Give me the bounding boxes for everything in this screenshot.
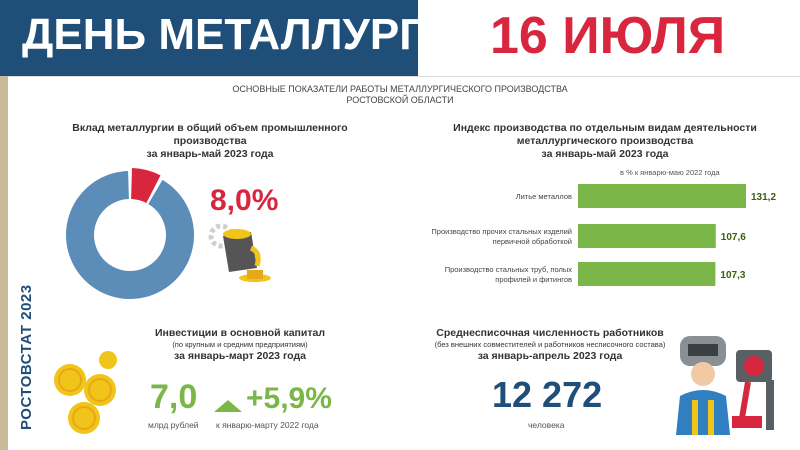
invest-growth: +5,9%: [246, 382, 332, 415]
share-title-line-1: Вклад металлургии в общий объем промышле…: [72, 122, 348, 147]
bar-label-0-0: Литье металлов: [516, 192, 572, 201]
invest-value-caption: млрд рублей: [148, 420, 199, 430]
bar-label-1-0: Производство прочих стальных изделий: [431, 227, 572, 236]
donut-slice-metallurgy: [131, 168, 161, 203]
index-bar-chart: 131,2 Литье металлов 107,6 Производство про…: [431, 184, 776, 286]
workers-block-title: Среднесписочная численность работников (…: [420, 327, 680, 363]
page-title: ДЕНЬ МЕТАЛЛУРГА: [22, 10, 454, 59]
bar-label-2-1: профилей и фитингов: [495, 275, 572, 284]
workers-value: 12 272: [492, 374, 603, 415]
share-title-line-2: за январь-май 2023 года: [146, 148, 274, 160]
index-block-title: Индекс производства по отдельным видам д…: [440, 122, 770, 161]
header-band: [0, 0, 418, 76]
workers-title: Среднесписочная численность работников: [436, 327, 664, 339]
side-label: РОСТОВСТАТ 2023: [18, 284, 35, 430]
left-stripe: [0, 76, 8, 450]
bar-value-1: 107,6: [721, 232, 746, 243]
invest-block-title: Инвестиции в основной капитал (по крупны…: [100, 327, 380, 363]
bar-value-2: 107,3: [720, 270, 745, 281]
invest-note: (по крупным и средним предприятиям): [172, 340, 308, 349]
workers-note: (без внешних совместителей и работников …: [434, 340, 666, 349]
index-title-line-2: металлургического производства: [516, 135, 694, 147]
invest-value: 7,0: [150, 378, 198, 416]
header-divider: [8, 76, 800, 77]
share-donut-chart: [66, 168, 194, 299]
share-value: 8,0%: [210, 184, 279, 217]
coins-icon: [54, 351, 117, 434]
index-title-line-3: за январь-май 2023 года: [541, 148, 669, 160]
bar-1: [578, 224, 716, 248]
index-unit-note: в % к январю-маю 2022 года: [620, 168, 720, 177]
invest-title: Инвестиции в основной капитал: [155, 327, 325, 339]
event-date: 16 ИЮЛЯ: [490, 7, 726, 65]
bar-0: [578, 184, 746, 208]
bar-label-1-1: первичной обработкой: [493, 237, 572, 246]
steelworker-icon: [676, 336, 774, 435]
invest-growth-caption: к январю-марту 2022 года: [216, 420, 319, 430]
ladle-icon: [208, 223, 271, 282]
subtitle-line-2: РОСТОВСКОЙ ОБЛАСТИ: [346, 95, 454, 105]
subtitle-line-1: ОСНОВНЫЕ ПОКАЗАТЕЛИ РАБОТЫ МЕТАЛЛУРГИЧЕС…: [232, 84, 568, 94]
share-block-title: Вклад металлургии в общий объем промышле…: [40, 122, 380, 161]
donut-slice-other: [66, 171, 194, 299]
up-arrow-icon: [214, 400, 242, 412]
bar-label-2-0: Производство стальных труб, полых: [445, 265, 573, 274]
workers-value-caption: человека: [528, 420, 565, 430]
index-title-line-1: Индекс производства по отдельным видам д…: [453, 122, 757, 134]
bar-value-0: 131,2: [751, 192, 776, 203]
bar-2: [578, 262, 716, 286]
invest-period: за январь-март 2023 года: [174, 350, 306, 362]
page-subtitle: ОСНОВНЫЕ ПОКАЗАТЕЛИ РАБОТЫ МЕТАЛЛУРГИЧЕС…: [180, 84, 620, 106]
workers-period: за январь-апрель 2023 года: [477, 350, 623, 362]
